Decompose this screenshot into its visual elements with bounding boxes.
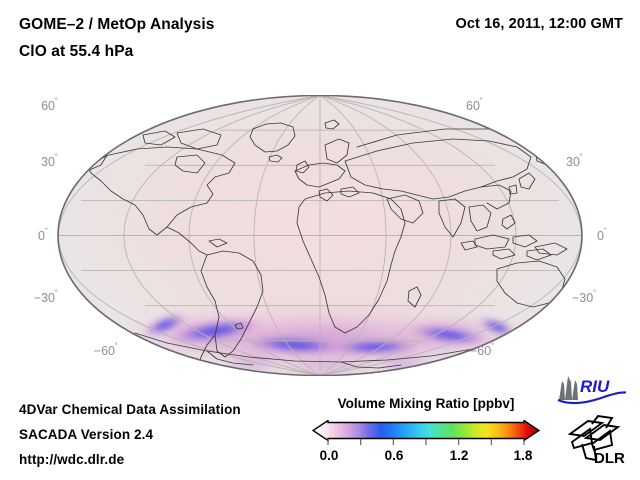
- riu-swoosh: [557, 391, 627, 405]
- map-panel: 60˚ 30˚ 0˚ −30˚ −60˚ 60˚ 30˚ 0˚ −30˚ −60…: [0, 78, 640, 390]
- colorbar-bar: [311, 419, 541, 442]
- footer-line-url[interactable]: http://wdc.dlr.de: [19, 452, 125, 467]
- lat-label-left-m60: −60˚: [93, 341, 118, 358]
- colorbar-gradient: [311, 419, 541, 446]
- coastlines: [74, 119, 582, 369]
- riu-logo: RIU: [556, 372, 628, 406]
- colorbar: Volume Mixing Ratio [ppbv] 0.0: [311, 396, 541, 472]
- lat-label-right-30: 30˚: [566, 152, 583, 169]
- colorbar-tick-1: 0.6: [384, 448, 404, 463]
- dlr-wordmark: DLR: [594, 450, 625, 466]
- lat-label-right-0: 0˚: [597, 226, 607, 243]
- mollweide-projection-svg: [57, 95, 583, 376]
- colorbar-title: Volume Mixing Ratio [ppbv]: [337, 396, 515, 411]
- colorbar-tick-3: 1.8: [513, 448, 533, 463]
- map-globe: [57, 95, 583, 376]
- footer-line-method: 4DVar Chemical Data Assimilation: [19, 402, 241, 417]
- page-subtitle: ClO at 55.4 hPa: [19, 43, 134, 60]
- colorbar-svg: [311, 419, 541, 445]
- dlr-logo-svg: DLR: [567, 414, 625, 467]
- lat-label-left-60: 60˚: [41, 96, 58, 113]
- colorbar-ticks: [327, 439, 525, 445]
- colorbar-tick-0: 0.0: [319, 448, 339, 463]
- dlr-logo: DLR: [562, 414, 632, 467]
- lat-label-left-m30: −30˚: [33, 288, 58, 305]
- map-outline: [57, 95, 583, 376]
- lat-label-left-30: 30˚: [41, 152, 58, 169]
- lat-label-left-0: 0˚: [38, 226, 48, 243]
- dlr-pinwheel-mark: [567, 414, 621, 462]
- lat-label-right-m30: −30˚: [572, 288, 597, 305]
- lat-label-right-m60: −60˚: [470, 341, 495, 358]
- riu-logo-svg: RIU: [557, 376, 627, 405]
- page-title: GOME–2 / MetOp Analysis: [19, 16, 215, 33]
- colorbar-tick-2: 1.2: [449, 448, 469, 463]
- lat-label-right-60: 60˚: [466, 96, 483, 113]
- timestamp-label: Oct 16, 2011, 12:00 GMT: [455, 16, 623, 32]
- riu-tower-mark: [559, 376, 578, 400]
- colorbar-tick-labels: 0.0 0.6 1.2 1.8: [312, 448, 540, 468]
- riu-wordmark: RIU: [580, 377, 610, 396]
- footer-line-version: SACADA Version 2.4: [19, 427, 154, 442]
